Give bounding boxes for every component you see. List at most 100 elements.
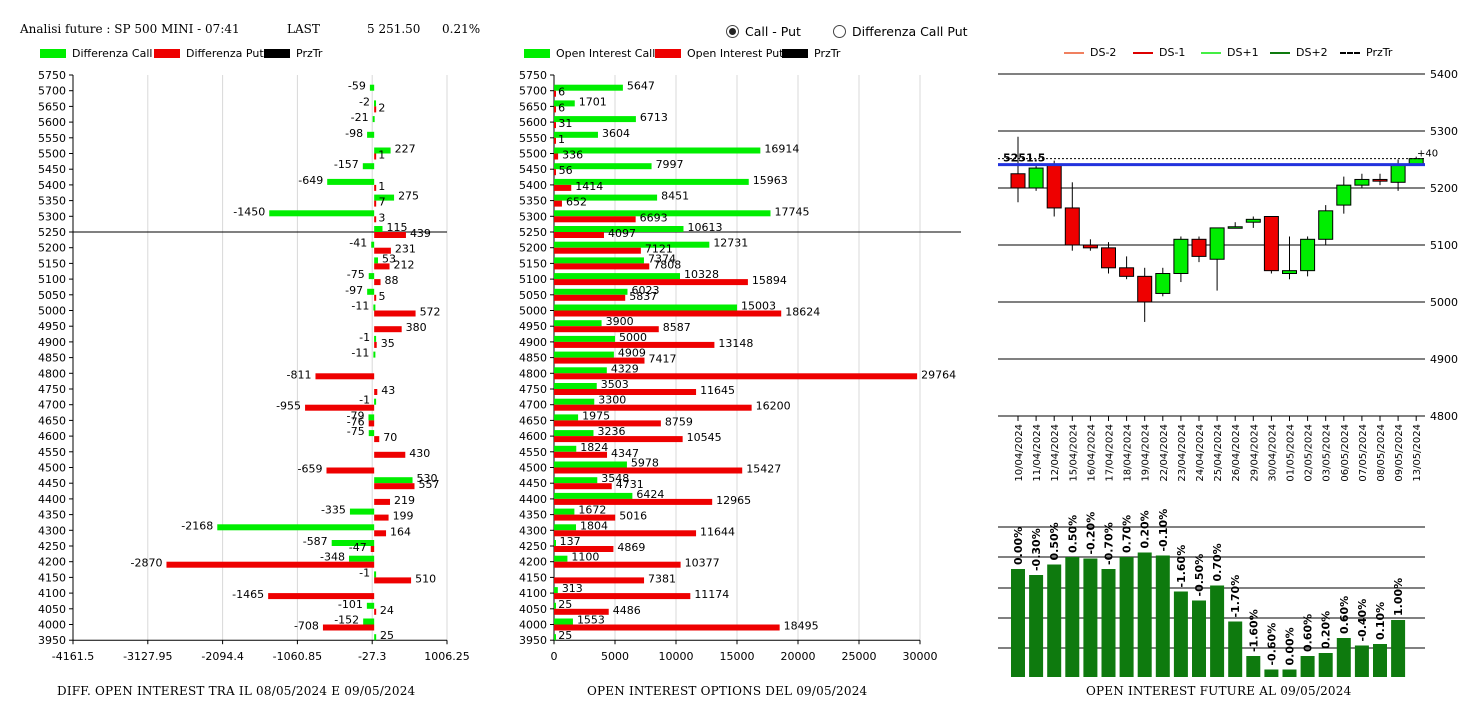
put-bar [374, 530, 387, 537]
put-bar [554, 483, 612, 490]
strike-label: 4650 [38, 414, 66, 427]
strike-label: 5150 [38, 257, 66, 270]
strike-label: 4850 [519, 352, 547, 365]
future-bar [1354, 645, 1369, 677]
radio-call-put[interactable]: Call - Put [726, 24, 801, 39]
put-value-label: 16200 [756, 400, 791, 413]
x-tick-label: 20000 [781, 650, 816, 663]
call-value-label: 3300 [598, 394, 626, 407]
put-value-label: 430 [409, 447, 430, 460]
call-bar [327, 178, 375, 185]
call-bar [374, 398, 377, 405]
put-value-label: 43 [381, 384, 395, 397]
strike-label: 4950 [519, 320, 547, 333]
put-value-label: 557 [418, 478, 439, 491]
future-value-label: -1.60% [1247, 609, 1260, 652]
strike-label: 4650 [519, 414, 547, 427]
call-bar [367, 131, 375, 138]
call-bar [373, 304, 376, 311]
strike-label: 4000 [38, 619, 66, 632]
strike-label: 5750 [519, 69, 547, 82]
legend-diff-prztr: PrzTr [264, 47, 322, 60]
date-label: 15/04/2024 [1068, 424, 1079, 482]
strike-label: 4100 [38, 587, 66, 600]
call-bar [348, 555, 375, 562]
candle-body [1390, 164, 1406, 183]
put-value-label: 510 [415, 572, 436, 585]
call-bar [366, 602, 375, 609]
call-bar [374, 147, 391, 154]
future-bar [1391, 620, 1406, 677]
candle-body [1191, 238, 1207, 257]
call-value-label: -2 [359, 95, 370, 108]
candle-body [1263, 216, 1279, 272]
put-bar [554, 90, 556, 97]
x-tick-label: -2094.4 [201, 650, 243, 663]
legend-label: PrzTr [296, 47, 323, 60]
put-bar [554, 232, 604, 238]
call-value-label: 25 [380, 629, 394, 642]
future-bar [1101, 569, 1116, 677]
call-value-label: 530 [417, 472, 438, 485]
x-tick-label: 1006.25 [424, 650, 470, 663]
put-value-label: -1465 [232, 588, 264, 601]
strike-label: 5300 [38, 210, 66, 223]
call-bar [554, 288, 628, 295]
call-value-label: -587 [303, 535, 328, 548]
radio-selected-icon [726, 25, 739, 38]
strike-label: 4000 [519, 619, 547, 632]
call-bar [554, 320, 602, 327]
put-bar [554, 216, 636, 223]
date-label: 09/05/2024 [1394, 424, 1405, 482]
future-value-label: -0.50% [1193, 554, 1206, 597]
put-value-label: 15894 [752, 274, 787, 287]
strike-label: 5500 [38, 148, 66, 161]
candle-body [1227, 226, 1243, 229]
call-bar [554, 414, 579, 421]
future-value-label: 0.00% [1012, 527, 1025, 565]
put-bar [374, 310, 416, 317]
put-value-label: 4731 [616, 478, 644, 491]
call-bar [362, 163, 375, 170]
put-bar [554, 624, 780, 631]
call-bar [367, 288, 375, 295]
date-label: 13/05/2024 [1412, 424, 1423, 482]
price-tick-label: 4800 [1430, 410, 1458, 423]
put-value-label: -955 [276, 400, 301, 413]
candle-body [1318, 210, 1334, 240]
date-label: 10/04/2024 [1014, 424, 1025, 482]
strike-label: 5400 [38, 179, 66, 192]
date-label: 16/04/2024 [1086, 424, 1097, 482]
future-value-label: 0.60% [1302, 614, 1315, 652]
put-bar [554, 357, 645, 364]
call-bar [554, 116, 636, 123]
put-value-label: -47 [349, 541, 367, 554]
call-bar [554, 555, 568, 562]
call-value-label: -1 [359, 331, 370, 344]
strike-label: 4700 [519, 399, 547, 412]
put-value-label: 8759 [665, 415, 693, 428]
put-bar [554, 279, 748, 286]
put-value-label: 380 [406, 321, 427, 334]
strike-label: 5400 [519, 179, 547, 192]
put-bar [554, 608, 609, 615]
price-tick-label: 5300 [1430, 125, 1458, 138]
date-label: 26/04/2024 [1231, 424, 1242, 482]
radio-difference[interactable]: Differenza Call Put [833, 24, 968, 39]
put-value-label: 56 [559, 164, 573, 177]
date-label: 11/04/2024 [1032, 424, 1043, 482]
put-value-label: 7381 [648, 572, 676, 585]
put-bar [554, 514, 616, 521]
red-swatch-icon [154, 49, 180, 58]
legend-label: Differenza Call [72, 47, 153, 60]
strike-label: 4300 [38, 524, 66, 537]
call-bar [331, 540, 375, 546]
future-value-label: 0.00% [1284, 627, 1297, 665]
put-value-label: 7417 [648, 353, 676, 366]
put-bar [554, 122, 556, 129]
strike-label: 4950 [38, 320, 66, 333]
call-bar [554, 304, 738, 311]
future-value-label: 0.60% [1338, 596, 1351, 634]
put-value-label: 10377 [685, 557, 720, 570]
